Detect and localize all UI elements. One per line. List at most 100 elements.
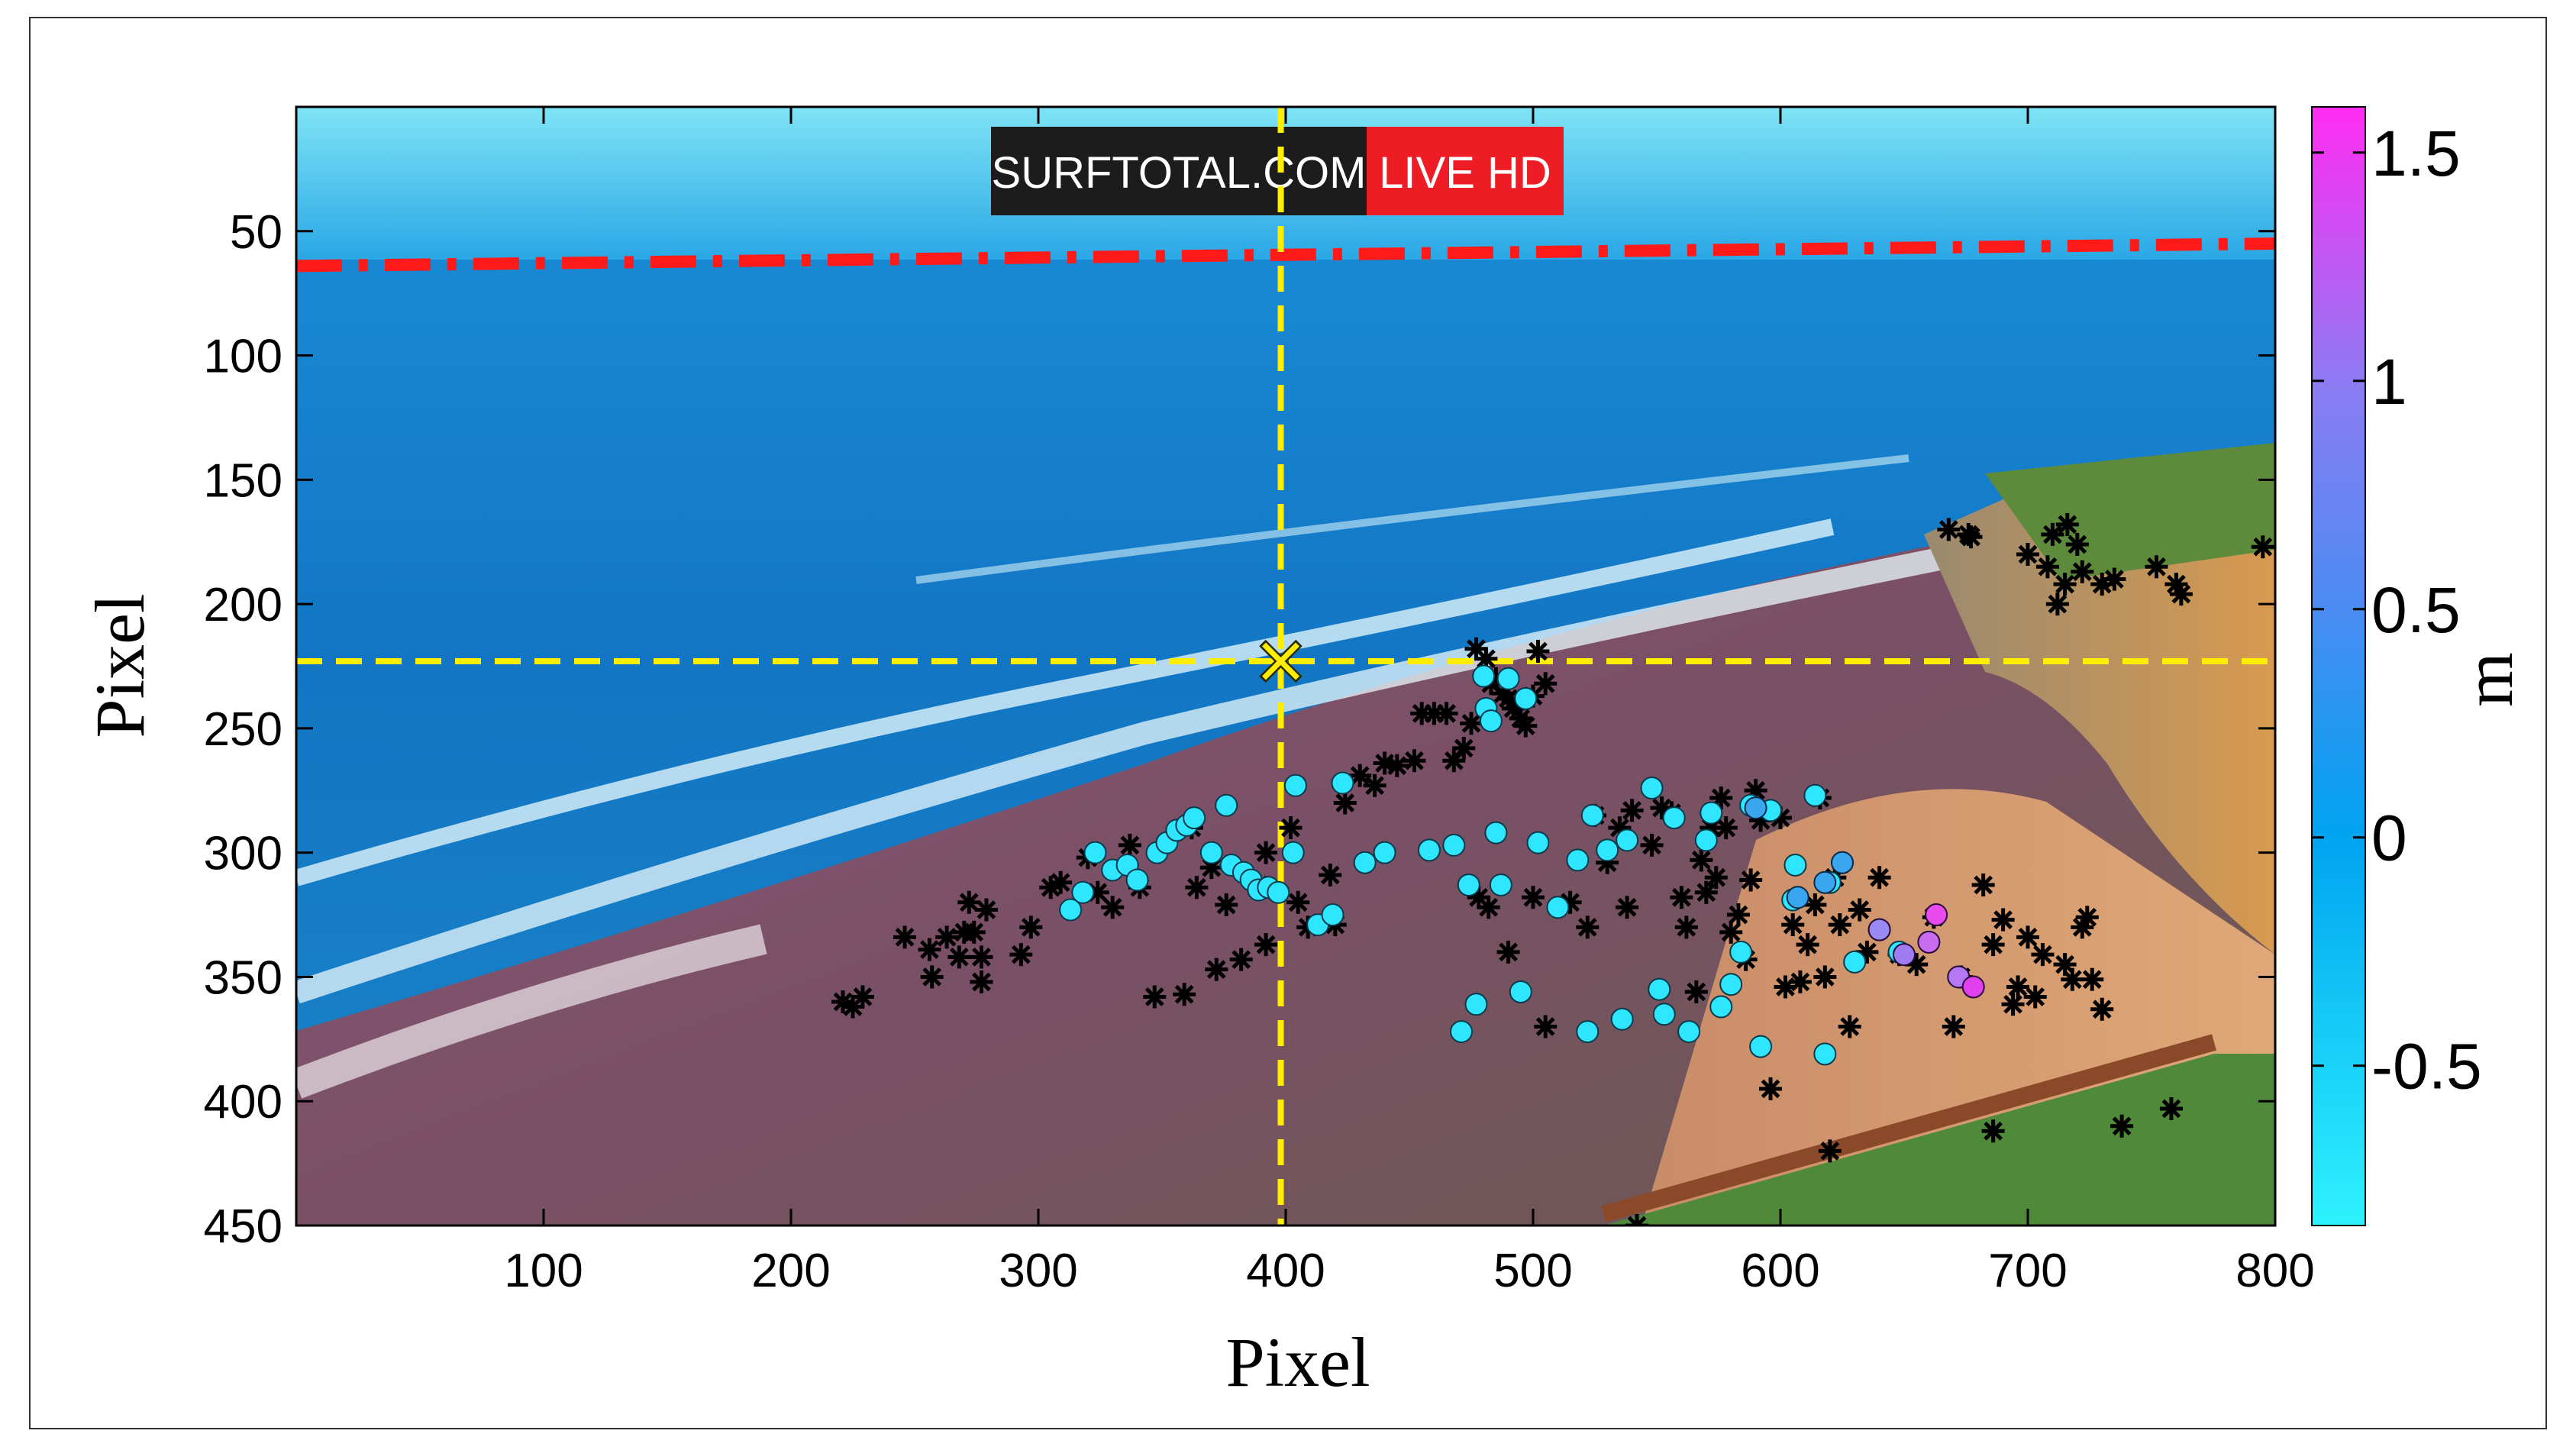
y-axis-title: Pixel (81, 593, 159, 738)
overlay-lines (296, 107, 2275, 1226)
ground-point (1118, 833, 1141, 857)
ground-point (1726, 903, 1750, 927)
ground-point (1788, 970, 1812, 993)
wave-point (1183, 806, 1206, 830)
ground-point (1215, 893, 1238, 917)
colorbar-ticks: -0.5 0 0.5 1 1.5 (2312, 118, 2482, 1103)
ground-point (918, 938, 941, 961)
ground-point (1670, 886, 1693, 909)
ground-point (1739, 868, 1763, 892)
ground-point (1534, 1015, 1558, 1038)
ground-point (1143, 985, 1167, 1009)
ground-point (2035, 555, 2059, 579)
watermark-right-bg (1367, 127, 1564, 215)
ground-point (1385, 754, 1409, 777)
ground-point (1684, 980, 1708, 1003)
wave-point (1813, 1042, 1837, 1066)
wave-point (1125, 868, 1149, 892)
wave-point (1489, 873, 1512, 896)
ground-point (2053, 573, 2077, 596)
wave-point-mid (1744, 796, 1767, 820)
wave-point (1784, 853, 1807, 877)
ground-point (893, 925, 917, 949)
wave-point (1283, 773, 1307, 797)
ground-point (1690, 848, 1713, 872)
y-tick-label: 250 (204, 703, 282, 756)
ground-point (1781, 913, 1805, 937)
wave-point (1373, 841, 1396, 864)
wave-point (1514, 686, 1538, 710)
wave-point (1596, 838, 1619, 862)
ground-point (1991, 908, 2015, 932)
ground-point (1442, 749, 1466, 773)
ground-point (1848, 898, 1871, 922)
colorbar-label: m (2449, 652, 2527, 707)
ground-point (1019, 916, 1043, 939)
crosshair-marker (1259, 639, 1303, 683)
wave-point (1640, 777, 1664, 800)
wave-point (1648, 977, 1671, 1001)
watermark-right-text: LIVE HD (1379, 148, 1551, 198)
wave-point (1652, 1003, 1676, 1026)
ground-point (1435, 702, 1458, 725)
y-tick-label: 450 (204, 1200, 282, 1253)
x-tick-label: 100 (504, 1245, 583, 1297)
ground-point (2031, 943, 2055, 967)
wave-point (1442, 833, 1466, 857)
wave-point (1709, 995, 1733, 1019)
ground-point (1229, 948, 1253, 971)
ground-point (1759, 1077, 1783, 1100)
wave-point (1729, 940, 1753, 964)
wave-point (1580, 803, 1604, 827)
ground-point (1942, 1015, 1965, 1038)
ground-point (1522, 886, 1545, 909)
ground-point (1803, 893, 1827, 917)
ground-point (1534, 672, 1558, 696)
ground-point (851, 985, 874, 1009)
ground-point (2006, 975, 2030, 999)
ground-point (2023, 985, 2047, 1009)
ground-point (1477, 896, 1500, 919)
ground-point (2075, 906, 2099, 929)
wave-point-high (1893, 943, 1916, 967)
ground-point (2055, 512, 2079, 536)
ground-point (974, 898, 998, 922)
ground-point (1254, 933, 1278, 957)
wave-point (1803, 783, 1827, 807)
ground-point (1576, 916, 1600, 939)
horizon-line (296, 237, 2275, 273)
y-tick-label: 100 (204, 331, 282, 383)
ground-point (935, 925, 959, 949)
ground-point (1937, 518, 1961, 541)
wave-point (1321, 903, 1344, 927)
ground-point (1474, 647, 1498, 670)
ground-point (1714, 816, 1738, 840)
y-tick-label: 400 (204, 1076, 282, 1129)
x-tick-label: 400 (1246, 1245, 1325, 1297)
axis-ticks: 100 200 300 400 500 600 700 800 50 100 150 200 250 30… (204, 107, 2315, 1297)
wave-point-high (1867, 918, 1891, 941)
ground-point (1286, 890, 1310, 914)
wave-point-high (1961, 975, 1985, 999)
wave-point (1719, 973, 1743, 996)
watermark-left-text: SURFTOTAL.COM (992, 148, 1367, 198)
ground-point (2065, 532, 2089, 556)
wave-point (1496, 667, 1520, 690)
ground-point (2159, 1096, 2183, 1120)
colorbar-tick-label: 0 (2371, 803, 2407, 874)
wave-point (1566, 848, 1590, 872)
ground-point (2016, 543, 2039, 566)
colorbar-tick-label: 1 (2371, 346, 2407, 418)
watermark-banner: SURFTOTAL.COM LIVE HD (991, 127, 1564, 215)
background-photo (296, 107, 2275, 1226)
wave-point (1700, 801, 1723, 825)
ground-point (1526, 639, 1550, 663)
ground-point (1173, 983, 1196, 1006)
wave-point (1083, 841, 1107, 864)
watermark-left-bg (991, 127, 1367, 215)
x-tick-label: 600 (1741, 1245, 1819, 1297)
ground-point (1796, 933, 1819, 957)
data-markers (831, 512, 2274, 1226)
wave-point (1450, 1020, 1474, 1044)
